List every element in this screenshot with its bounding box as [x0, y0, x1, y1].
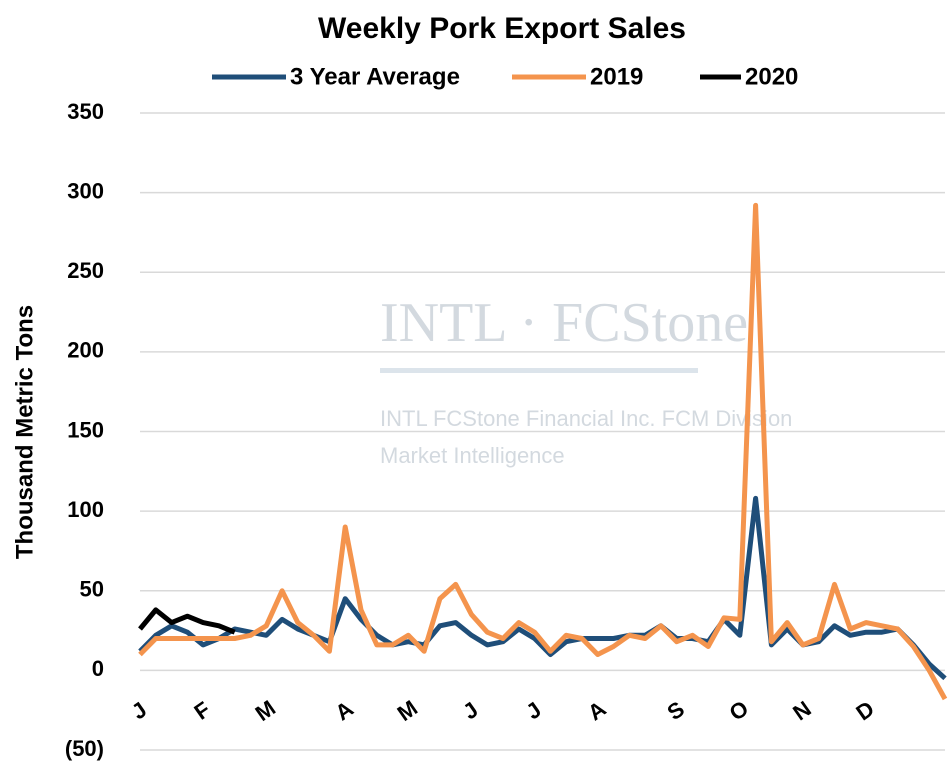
y-tick-label: 300 [67, 178, 104, 203]
watermark-text: INTL FCStone Financial Inc. FCM Division [380, 406, 792, 431]
x-tick-label: M [393, 695, 422, 726]
watermark: INTL · FCStone INTL FCStone Financial In… [380, 292, 792, 468]
y-tick-label: (50) [65, 736, 104, 761]
x-tick-label: J [521, 697, 545, 725]
x-tick-label: S [663, 696, 689, 725]
watermark-text: Market Intelligence [380, 443, 565, 468]
series-line [138, 202, 948, 701]
watermark-bar [380, 368, 698, 373]
y-axis-label: Thousand Metric Tons [11, 305, 38, 559]
y-tick-label: 150 [67, 417, 104, 442]
x-tick-label: F [189, 697, 214, 725]
legend-label: 2019 [590, 63, 643, 90]
series-line [138, 607, 236, 635]
y-tick-label: 250 [67, 258, 104, 283]
legend-label: 3 Year Average [290, 63, 460, 90]
legend-label: 2020 [745, 63, 798, 90]
x-tick-label: J [458, 697, 482, 725]
y-tick-label: 200 [67, 338, 104, 363]
x-tick-label: D [851, 696, 878, 726]
y-tick-label: 100 [67, 497, 104, 522]
y-tick-label: 0 [92, 656, 104, 681]
x-tick-label: A [331, 696, 358, 726]
series-line [138, 495, 947, 681]
x-tick-label: A [583, 696, 610, 726]
x-tick-label: O [725, 695, 753, 725]
y-tick-label: 50 [80, 577, 104, 602]
watermark-logo: INTL · FCStone [380, 292, 748, 354]
x-tick-label: N [788, 696, 815, 726]
chart-title: Weekly Pork Export Sales [318, 12, 686, 45]
x-tick-label: M [251, 695, 280, 726]
x-tick-label: J [127, 697, 151, 725]
y-tick-label: 350 [67, 99, 104, 124]
